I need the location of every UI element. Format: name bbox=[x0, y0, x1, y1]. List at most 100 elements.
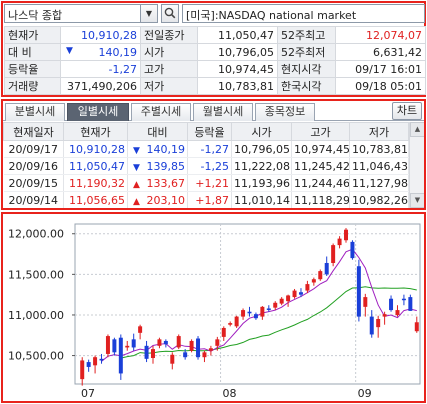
candle-up bbox=[93, 357, 98, 366]
candle-up bbox=[105, 336, 110, 354]
table-row[interactable]: 20/09/14 11,056,65 ▲ 203,10 +1,87 11,010,14 11… bbox=[3, 191, 409, 208]
quote-label: 시가 bbox=[140, 43, 198, 61]
quote-label-text: 거래량 bbox=[8, 80, 39, 93]
column-header[interactable]: 현재가 bbox=[63, 122, 128, 141]
candle-down bbox=[350, 241, 355, 259]
quote-label: 고가 bbox=[140, 60, 198, 78]
candle-up bbox=[286, 295, 291, 302]
quote-value: 10,910,28 bbox=[60, 26, 141, 44]
candle-up bbox=[337, 238, 342, 246]
price-cell: 11,050,47 bbox=[63, 157, 128, 175]
x-tick-label: 07 bbox=[81, 387, 95, 400]
table-row[interactable]: 20/09/16 11,050,47 ▼ 139,85 -1,25 11,222,08 11… bbox=[3, 157, 409, 175]
x-tick-label: 08 bbox=[223, 387, 237, 400]
market-display: [미국]:NASDAQ national market bbox=[182, 4, 425, 23]
table-row[interactable]: 20/09/17 10,910,28 ▼ 140,19 -1,27 10,796,05 10… bbox=[3, 140, 409, 158]
scroll-up-icon[interactable]: ▲ bbox=[410, 122, 424, 137]
tab-minute-prices[interactable]: 분별시세 bbox=[5, 103, 65, 121]
up-triangle-icon: ▲ bbox=[133, 179, 140, 190]
quote-label: 현재가 bbox=[4, 26, 61, 44]
daily-price-table: 현재일자 현재가 대비 등락율 시가 고가 저가 20/09/17 10,910,28 ▼ 140… bbox=[3, 122, 409, 208]
table-row[interactable]: 20/09/15 11,190,32 ▲ 133,67 +1,21 11,193,96 11… bbox=[3, 174, 409, 192]
change-cell: ▲ 203,10 bbox=[127, 191, 188, 208]
tab-weekly-prices[interactable]: 주별시세 bbox=[131, 103, 191, 121]
change-value: 139,85 bbox=[146, 159, 186, 173]
market-text: [미국]:NASDAQ national market bbox=[186, 9, 357, 22]
column-header[interactable]: 대비 bbox=[127, 122, 188, 141]
candle-up bbox=[125, 345, 130, 348]
price-cell: 10,910,28 bbox=[63, 140, 128, 158]
tab-stock-info[interactable]: 종목정보 bbox=[255, 103, 315, 121]
quote-value: -1,27 bbox=[60, 60, 141, 78]
quote-row: 거래량 371,490,206 저가 10,783,81 한국시각 09/18 05:01 bbox=[4, 77, 426, 95]
moving-average-long-line bbox=[120, 286, 417, 359]
quote-value-text: 09/17 16:01 bbox=[355, 62, 422, 76]
table-header-row: 현재일자 현재가 대비 등락율 시가 고가 저가 bbox=[3, 122, 409, 141]
y-tick-label: 12,000.00 bbox=[8, 228, 64, 241]
quote-label-text: 52주최저 bbox=[281, 46, 326, 59]
column-header[interactable]: 저가 bbox=[349, 122, 409, 141]
quote-value-text: 10,783,81 bbox=[218, 79, 274, 93]
date-cell: 20/09/15 bbox=[3, 174, 64, 192]
vertical-scrollbar[interactable]: ▲ ▼ bbox=[409, 122, 424, 208]
quote-label-text: 대 비 bbox=[8, 46, 32, 59]
quote-value-text: 10,974,45 bbox=[218, 62, 274, 76]
candle-up bbox=[395, 310, 400, 315]
plot-area bbox=[74, 223, 421, 385]
up-triangle-icon: ▲ bbox=[133, 196, 140, 207]
candle-up bbox=[344, 229, 349, 241]
quote-label: 전일종가 bbox=[140, 26, 198, 44]
tab-daily-prices[interactable]: 일별시세 bbox=[67, 103, 129, 121]
y-tick-label: 10,500.00 bbox=[8, 350, 64, 363]
candle-up bbox=[221, 327, 226, 337]
quote-label: 한국시각 bbox=[277, 77, 336, 95]
column-header[interactable]: 등락율 bbox=[187, 122, 232, 141]
quote-row: 대 비 ▼ 140,19 시가 10,796,05 52주최저 6,631,42 bbox=[4, 43, 426, 61]
candle-down bbox=[356, 266, 361, 317]
change-value: 203,10 bbox=[146, 193, 186, 207]
date-cell: 20/09/14 bbox=[3, 191, 64, 208]
candle-down bbox=[118, 337, 123, 374]
open-cell: 10,796,05 bbox=[231, 140, 292, 158]
candle-down bbox=[183, 352, 188, 358]
low-cell: 10,783,81 bbox=[349, 140, 409, 158]
candle-up bbox=[80, 360, 85, 380]
open-cell: 11,193,96 bbox=[231, 174, 292, 192]
open-cell: 11,222,08 bbox=[231, 157, 292, 175]
down-triangle-icon: ▼ bbox=[133, 162, 140, 173]
date-cell: 20/09/16 bbox=[3, 157, 64, 175]
quote-label: 저가 bbox=[140, 77, 198, 95]
quote-label: 52주최고 bbox=[277, 26, 336, 44]
low-cell: 11,127,98 bbox=[349, 174, 409, 192]
down-triangle-icon: ▼ bbox=[133, 145, 140, 156]
quote-value: 11,050,47 bbox=[197, 26, 278, 44]
change-cell: ▼ 139,85 bbox=[127, 157, 188, 175]
candle-up bbox=[273, 302, 278, 308]
quote-label-text: 고가 bbox=[144, 63, 165, 76]
candle-up bbox=[363, 297, 368, 307]
search-icon bbox=[164, 7, 176, 19]
column-header[interactable]: 고가 bbox=[291, 122, 350, 141]
rate-cell: -1,25 bbox=[187, 157, 232, 175]
quote-value: 10,796,05 bbox=[197, 43, 278, 61]
candle-up bbox=[305, 284, 310, 291]
stock-name-field[interactable]: 나스닥 종합 bbox=[4, 4, 141, 23]
candle-down bbox=[369, 316, 374, 335]
quote-value: ▼ 140,19 bbox=[60, 43, 141, 61]
scroll-down-icon[interactable]: ▼ bbox=[410, 193, 424, 208]
candle-up bbox=[170, 354, 175, 364]
column-header[interactable]: 현재일자 bbox=[3, 122, 64, 141]
candle-up bbox=[414, 322, 419, 332]
low-cell: 11,046,43 bbox=[349, 157, 409, 175]
moving-average-short-line bbox=[101, 248, 417, 362]
search-button[interactable] bbox=[161, 4, 179, 23]
stock-dropdown-button[interactable]: ▼ bbox=[141, 4, 158, 23]
quote-value-text: 6,631,42 bbox=[373, 45, 422, 59]
date-cell: 20/09/17 bbox=[3, 140, 64, 158]
chart-button[interactable]: 차트 bbox=[392, 102, 422, 120]
candle-up bbox=[138, 326, 143, 333]
tab-monthly-prices[interactable]: 월별시세 bbox=[193, 103, 253, 121]
column-header[interactable]: 시가 bbox=[231, 122, 292, 141]
quote-label-text: 시가 bbox=[144, 46, 165, 59]
y-tick-label: 11,000.00 bbox=[8, 309, 64, 322]
